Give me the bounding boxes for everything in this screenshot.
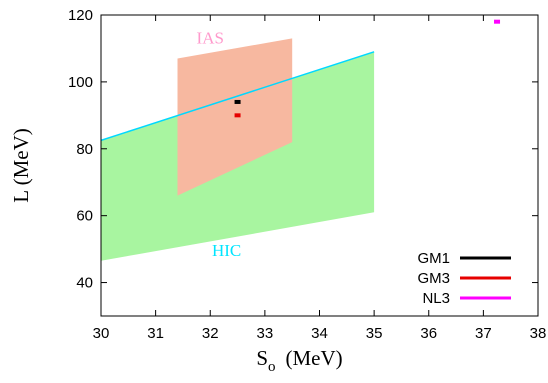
region-labels: HIC IAS [197, 28, 242, 259]
x-tick-label: 34 [311, 325, 328, 342]
x-tick-label: 30 [93, 325, 110, 342]
legend: GM1 GM3 NL3 [417, 250, 511, 307]
point-gm3 [234, 113, 241, 118]
legend-label-gm3: GM3 [417, 270, 450, 287]
x-tick-label: 31 [147, 325, 164, 342]
boundary-line [100, 51, 375, 142]
point-nl3 [494, 19, 501, 24]
x-axis-label-unit: (MeV) [286, 346, 343, 370]
region-label-hic: HIC [212, 241, 241, 260]
x-axis-label: So (MeV) [256, 346, 342, 375]
y-tick-label: 60 [76, 208, 93, 225]
y-tick-label: 40 [76, 275, 93, 292]
region-label-ias: IAS [197, 28, 224, 47]
x-tick-label: 35 [366, 325, 383, 342]
y-tick-label: 120 [68, 7, 93, 24]
x-tick-label: 38 [530, 325, 547, 342]
x-tick-label: 32 [202, 325, 219, 342]
x-axis-ticks: 30 31 32 33 34 35 36 37 38 [93, 15, 547, 342]
x-tick-label: 37 [475, 325, 492, 342]
point-gm1 [234, 99, 241, 104]
y-axis-ticks: 40 60 80 100 120 [68, 7, 538, 292]
y-tick-label: 80 [76, 141, 93, 158]
legend-label-nl3: NL3 [422, 290, 450, 307]
legend-label-gm1: GM1 [417, 250, 450, 267]
data-points [234, 19, 501, 118]
x-tick-label: 36 [420, 325, 437, 342]
y-axis-label: L (MeV) [9, 128, 33, 202]
y-tick-label: 100 [68, 74, 93, 91]
x-axis-label-main: S [256, 346, 268, 370]
shaded-regions [101, 38, 375, 261]
boundary-line-group [100, 51, 375, 142]
x-tick-label: 33 [257, 325, 274, 342]
x-axis-label-subscript: o [268, 359, 276, 375]
